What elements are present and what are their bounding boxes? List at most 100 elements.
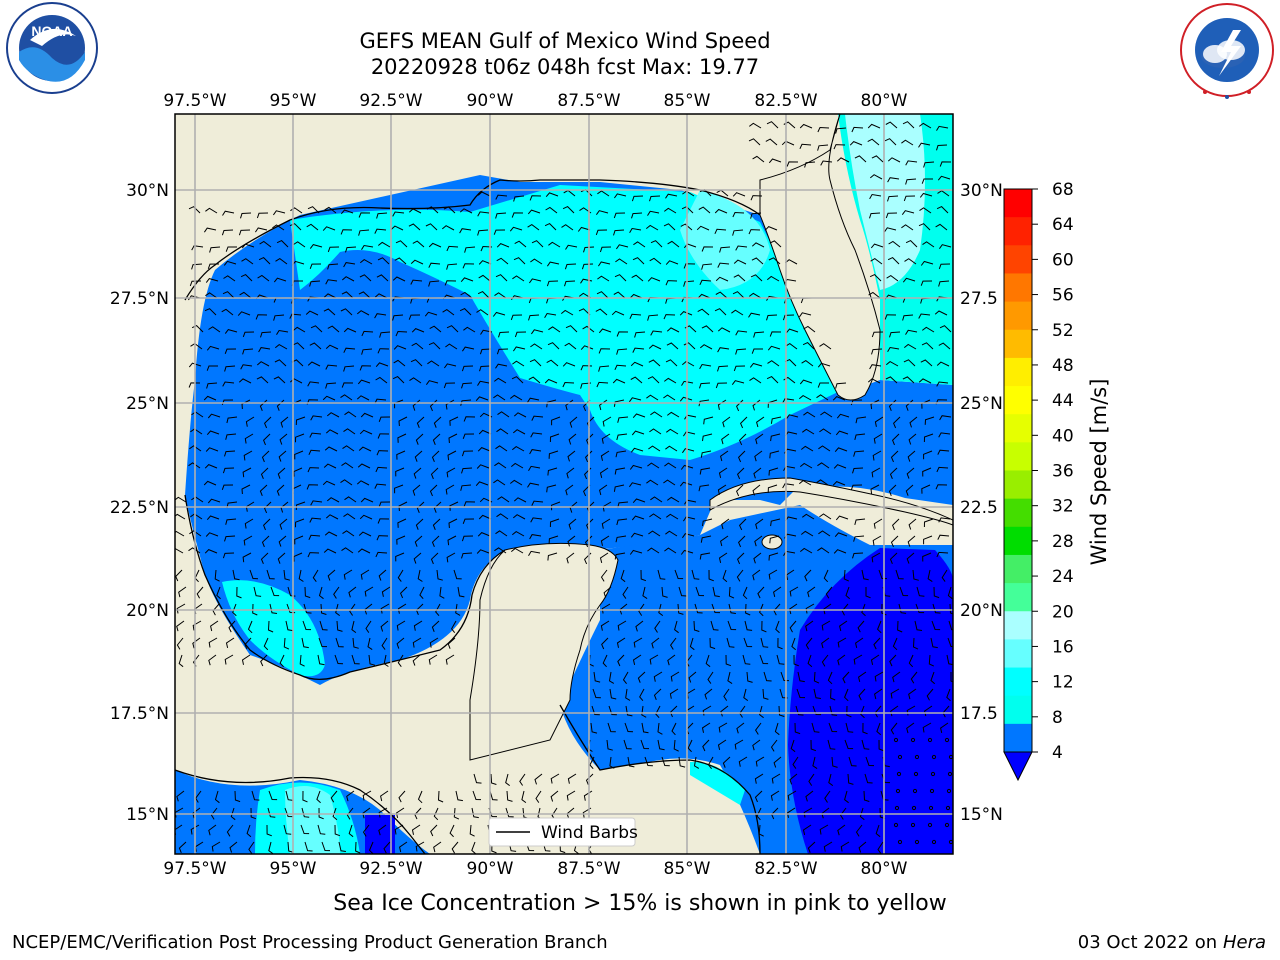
wind-barb xyxy=(569,416,578,428)
wind-barb xyxy=(316,790,321,804)
wind-barb xyxy=(840,841,850,852)
wind-barb xyxy=(348,586,357,598)
wind-barb xyxy=(242,331,255,338)
calm-wind-marker xyxy=(897,839,903,845)
lon-tick-bottom: 95°W xyxy=(270,859,317,879)
wind-barb xyxy=(633,637,643,648)
wind-barb xyxy=(804,569,812,582)
colorbar-tick: 20 xyxy=(1052,602,1074,622)
wind-barb xyxy=(639,688,645,702)
wind-barb xyxy=(380,790,389,802)
calm-wind-marker xyxy=(895,788,901,794)
wind-barb xyxy=(715,276,729,282)
wind-barb xyxy=(921,484,931,494)
wind-barb xyxy=(188,206,201,214)
wind-barb xyxy=(732,229,744,236)
wind-barb xyxy=(225,518,237,525)
wind-barb xyxy=(907,535,916,547)
wind-barb xyxy=(415,603,424,615)
wind-barb xyxy=(665,445,678,452)
wind-barb xyxy=(428,280,440,287)
wind-barb xyxy=(229,841,238,853)
wind-barb xyxy=(697,293,711,299)
wind-barb xyxy=(378,807,388,818)
wind-barb xyxy=(410,259,424,265)
wind-barb xyxy=(246,824,252,838)
wind-barb xyxy=(902,121,915,129)
wind-barb xyxy=(528,550,541,556)
wind-barb xyxy=(496,513,509,520)
wind-barb xyxy=(461,467,473,474)
wind-barb xyxy=(208,326,221,333)
wind-barb xyxy=(189,445,202,452)
wind-barb xyxy=(259,484,268,496)
wind-barb xyxy=(863,790,870,802)
wind-barb xyxy=(597,275,610,282)
wind-barb xyxy=(950,672,953,683)
wind-barb xyxy=(395,240,408,248)
wind-barb xyxy=(270,586,280,597)
wind-barb xyxy=(837,654,846,666)
wind-barb xyxy=(508,841,517,852)
wind-barb xyxy=(750,212,762,219)
wind-barb xyxy=(609,756,615,769)
wind-barb xyxy=(710,620,719,631)
wind-barb xyxy=(885,121,898,129)
wind-barb xyxy=(527,397,540,403)
wind-barb xyxy=(763,671,772,682)
wind-barb xyxy=(794,722,801,735)
wind-barb xyxy=(460,277,474,283)
wind-barb xyxy=(248,841,255,854)
wind-barb xyxy=(832,481,846,486)
wind-barb xyxy=(513,257,526,265)
calm-wind-marker xyxy=(897,754,903,760)
wind-barb xyxy=(616,518,628,526)
wind-barb xyxy=(859,807,865,821)
wind-barb xyxy=(240,364,253,370)
lon-tick-top: 97.5°W xyxy=(163,91,226,111)
wind-barb xyxy=(922,552,932,562)
wind-barb xyxy=(449,824,455,838)
wind-barb xyxy=(411,342,424,350)
wind-barb xyxy=(871,155,884,163)
wind-barb xyxy=(567,535,576,547)
wind-barb xyxy=(766,314,778,321)
calm-wind-marker xyxy=(931,754,937,760)
wind-barb xyxy=(599,399,608,411)
wind-barb xyxy=(464,246,476,253)
wind-barb xyxy=(383,654,389,667)
wind-barb xyxy=(396,620,406,631)
wind-barb xyxy=(441,225,455,231)
wind-barb xyxy=(782,398,795,404)
wind-barb xyxy=(510,314,523,321)
wind-barb xyxy=(175,824,183,836)
wind-barb xyxy=(906,467,915,479)
wind-barb xyxy=(415,433,424,445)
wind-barb xyxy=(546,261,560,267)
wind-barb xyxy=(394,399,404,409)
wind-barb xyxy=(380,620,389,632)
calm-wind-marker xyxy=(911,805,917,811)
wind-barb xyxy=(720,535,729,547)
wind-barb xyxy=(922,241,935,248)
wind-barb xyxy=(222,291,235,299)
wind-barb xyxy=(477,290,490,299)
wind-barb xyxy=(611,310,625,316)
wind-barb xyxy=(918,378,932,384)
wind-barb xyxy=(803,411,816,418)
wind-barb xyxy=(885,360,899,367)
wind-barb xyxy=(334,654,344,665)
wind-barb xyxy=(267,620,274,633)
wind-barb xyxy=(360,569,370,580)
wind-barb xyxy=(394,824,404,835)
wind-barb xyxy=(602,416,612,427)
wind-barb xyxy=(336,620,343,632)
wind-barb xyxy=(260,331,272,338)
calm-wind-marker xyxy=(914,754,920,760)
wind-barb xyxy=(277,552,286,564)
wind-barb xyxy=(890,722,898,735)
noaa-logo: NOAA xyxy=(6,2,98,94)
wind-barb xyxy=(335,603,340,617)
wind-barb xyxy=(930,637,938,649)
wind-barb xyxy=(874,705,882,718)
